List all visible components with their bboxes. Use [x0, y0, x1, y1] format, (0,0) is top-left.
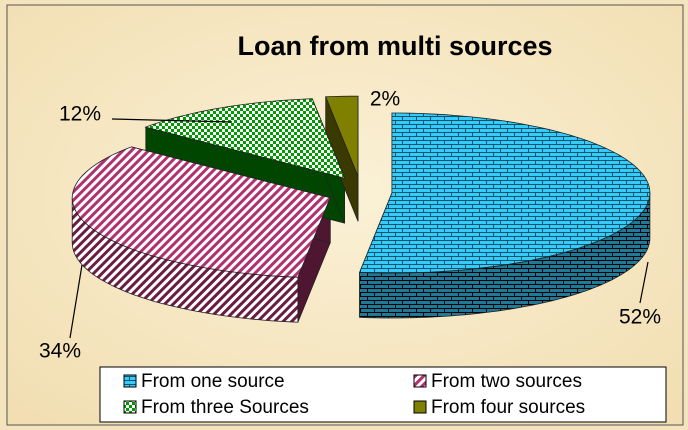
slice	[71, 146, 331, 278]
legend-swatch	[123, 400, 137, 414]
legend-label: From four sources	[431, 397, 585, 418]
data-label: 34%	[39, 340, 81, 363]
data-label: 52%	[619, 306, 661, 329]
legend-label: From two sources	[431, 371, 582, 392]
legend-swatch	[123, 374, 137, 388]
chart-title: Loan from multi sources	[237, 31, 552, 61]
leader-line	[639, 261, 649, 304]
slice	[144, 98, 346, 179]
data-label: 2%	[370, 88, 400, 111]
data-label: 12%	[59, 103, 101, 126]
slice	[359, 112, 651, 274]
legend-swatch	[413, 374, 427, 388]
leader-line	[69, 264, 83, 339]
legend-swatch	[413, 400, 427, 414]
legend-label: From one source	[141, 371, 285, 392]
slice	[325, 95, 359, 177]
leader-line	[111, 118, 233, 123]
legend-label: From three Sources	[141, 397, 309, 418]
legend	[99, 366, 667, 423]
